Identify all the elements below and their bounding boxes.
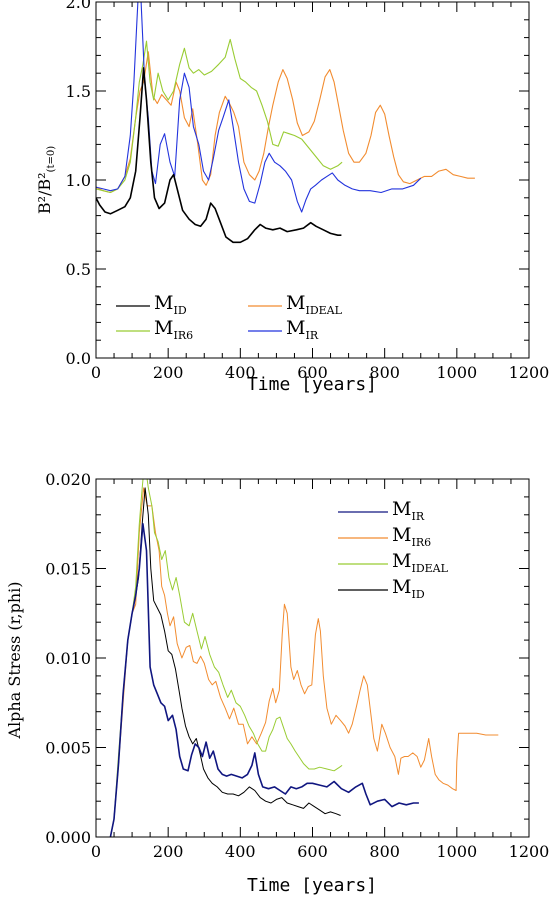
bottom-series-line-ir6 [109, 487, 499, 837]
top-y-tick-label: 1.0 [66, 171, 91, 190]
legend-label-bottom-ir6: MIR6 [392, 524, 431, 549]
bottom-y-tick-label: 0.005 [45, 739, 91, 758]
bottom-legend: MIR MIR6 MIDEAL MID [338, 498, 449, 601]
top-series-line-ir [96, 2, 422, 213]
bottom-x-tick-label: 200 [153, 842, 184, 861]
bottom-y-tick-label: 0.000 [45, 828, 91, 847]
legend-label-top-id: MID [154, 292, 187, 317]
top-series-line-ir6 [96, 51, 475, 194]
top-x-axis-label: Time [years] [247, 374, 377, 395]
top-legend: MID MIDEAL MIR6 MIR [116, 292, 343, 342]
bottom-y-tick-label: 0.020 [45, 470, 91, 489]
top-x-tick-label: 800 [369, 363, 400, 382]
top-y-tick-label: 1.5 [66, 82, 91, 101]
bottom-x-tick-label: 600 [297, 842, 328, 861]
legend-label-bottom-id: MID [392, 576, 425, 601]
legend-label-top-ir6: MIR6 [154, 317, 193, 342]
legend-label-bottom-ir: MIR [392, 498, 425, 523]
bottom-y-tick-label: 0.015 [45, 560, 91, 579]
top-y-tick-label: 0.5 [66, 260, 91, 279]
bottom-series-line-ideal [109, 479, 343, 837]
top-y-axis-label: B²/B²(t=0) [35, 146, 57, 214]
bottom-x-tick-label: 400 [225, 842, 256, 861]
top-x-tick-label: 1000 [436, 363, 477, 382]
top-y-axis-ticks: 0.0 0.5 1.0 1.5 2.0 [66, 0, 529, 368]
top-x-tick-label: 400 [225, 363, 256, 382]
bottom-x-axis-label: Time [years] [247, 875, 377, 896]
legend-label-bottom-ideal: MIDEAL [392, 550, 449, 575]
legend-label-top-ideal: MIDEAL [286, 292, 343, 317]
legend-label-top-ir: MIR [286, 317, 319, 342]
bottom-y-axis-ticks: 0.000 0.005 0.010 0.015 0.020 [45, 470, 529, 847]
top-x-axis-ticks: 0 200 400 600 800 1000 1200 [91, 2, 549, 382]
bottom-x-tick-label: 1200 [509, 842, 550, 861]
top-x-tick-label: 1200 [509, 363, 550, 382]
top-x-tick-label: 200 [153, 363, 184, 382]
bottom-plot-lines [109, 479, 499, 837]
bottom-x-tick-label: 1000 [436, 842, 477, 861]
top-x-tick-label: 600 [297, 363, 328, 382]
bottom-x-axis-ticks: 0 200 400 600 800 1000 1200 [91, 479, 549, 861]
bottom-series-line-id [109, 487, 341, 837]
top-plot-lines [96, 2, 475, 244]
bottom-x-tick-label: 0 [91, 842, 101, 861]
bottom-x-tick-label: 800 [369, 842, 400, 861]
top-panel: 0 200 400 600 800 1000 1200 0.0 0.5 1.0 1.5 2.0 MI… [35, 0, 549, 395]
bottom-y-axis-label: Alpha Stress (r,phi) [5, 582, 24, 740]
top-x-tick-label: 0 [91, 363, 101, 382]
top-series-line-ideal [96, 38, 343, 194]
top-series-line-id [96, 67, 342, 244]
bottom-series-line-ir [109, 523, 419, 837]
top-y-tick-label: 0.0 [66, 349, 91, 368]
bottom-panel: 0 200 400 600 800 1000 1200 0.0000.0050.0100.0… [5, 470, 549, 896]
bottom-y-tick-label: 0.010 [45, 649, 91, 668]
top-y-tick-label: 2.0 [66, 0, 91, 12]
